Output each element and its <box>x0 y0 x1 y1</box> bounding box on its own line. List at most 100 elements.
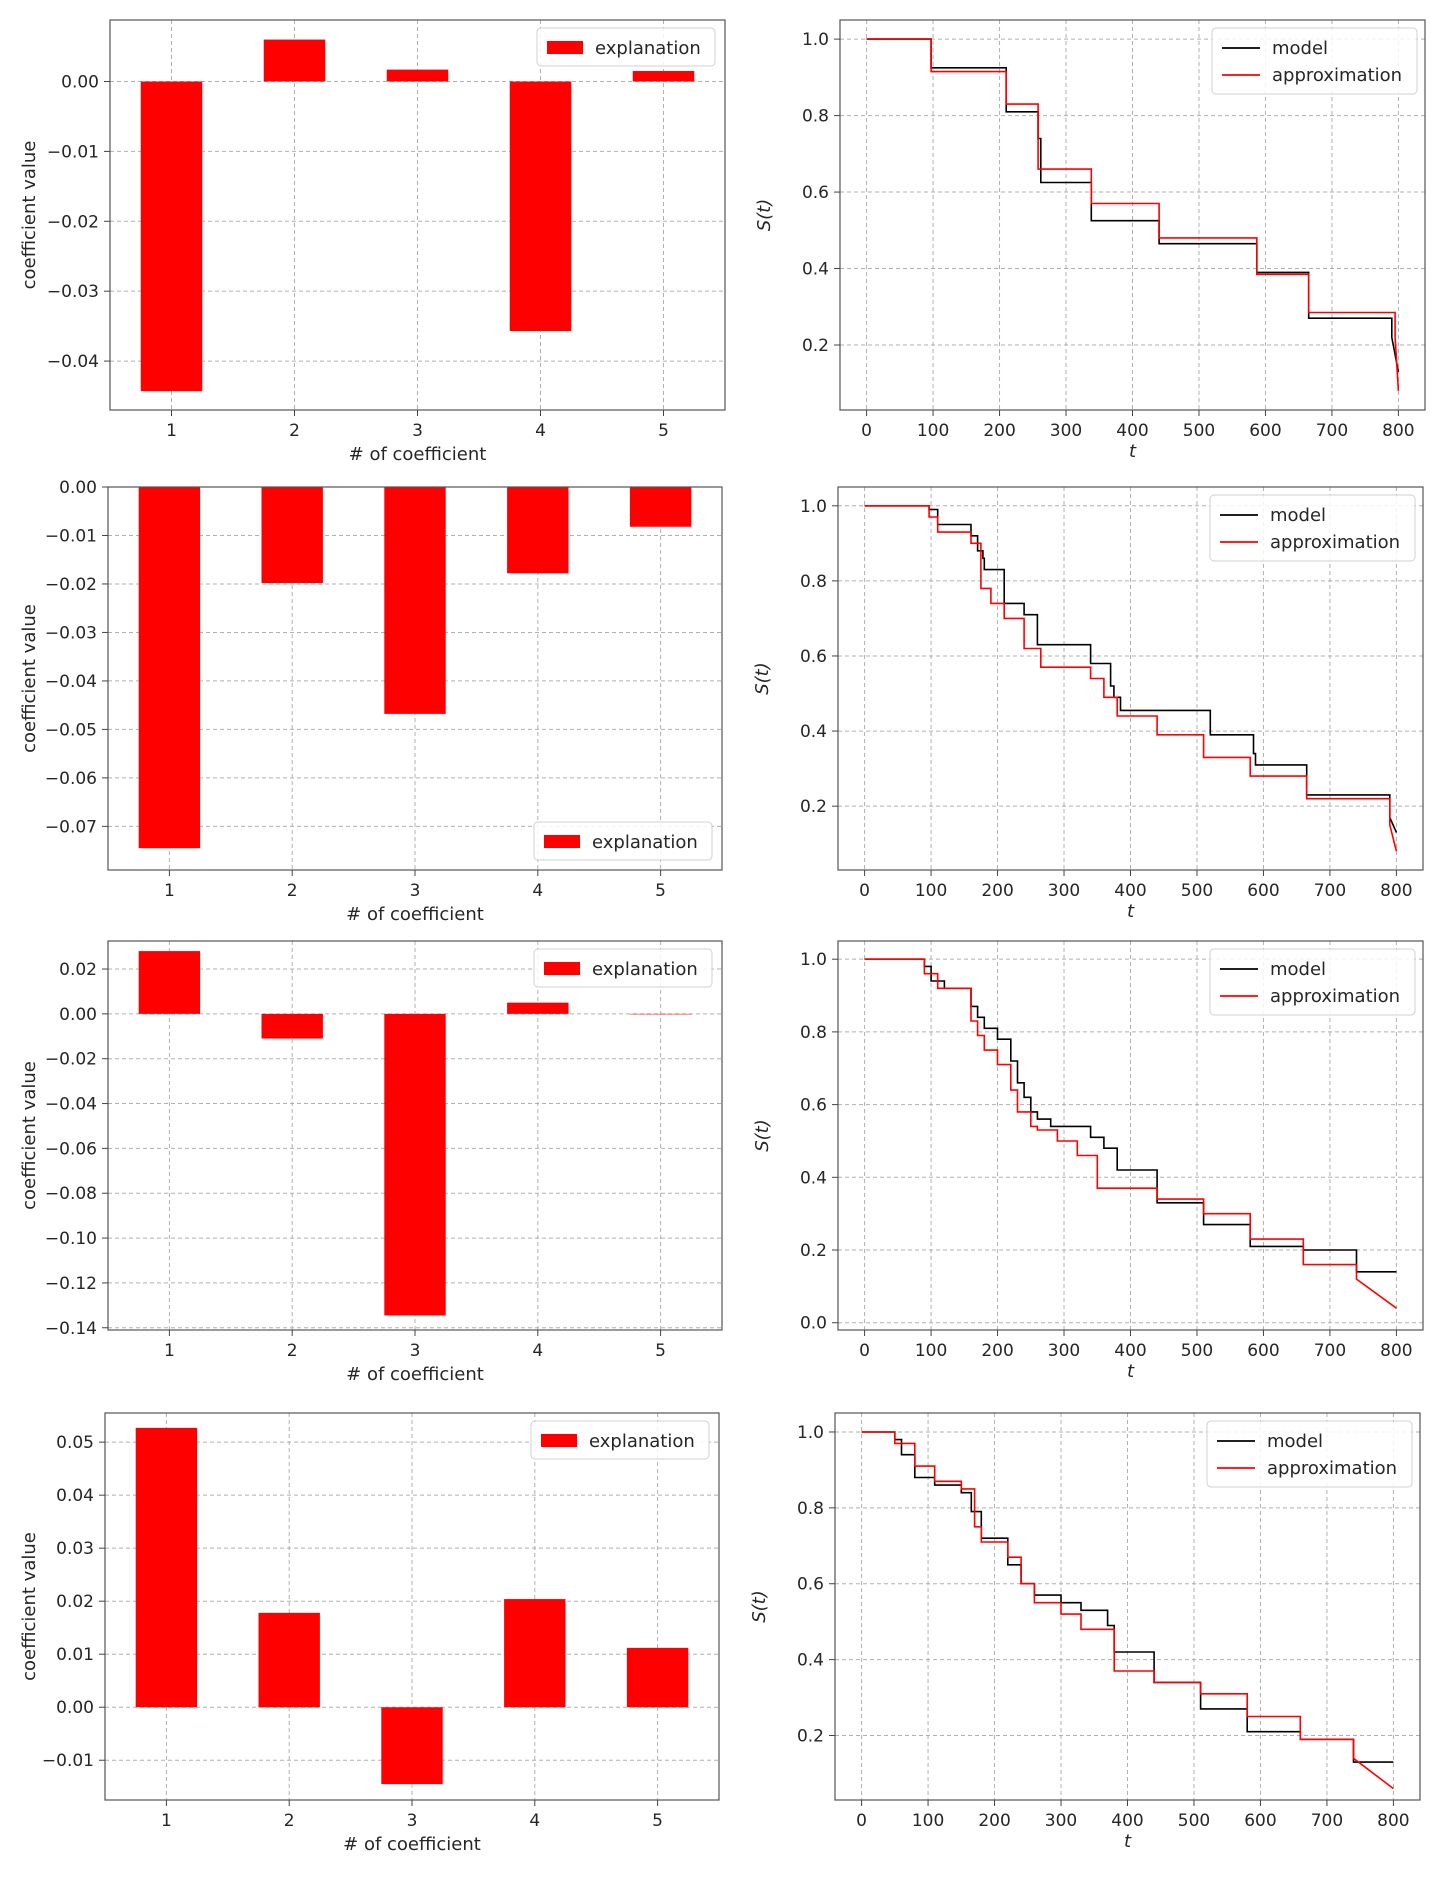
legend: model approximation <box>1211 27 1418 95</box>
bar-1 <box>135 1427 198 1708</box>
x-tick-label: 800 <box>1382 421 1414 441</box>
x-tick-label: 200 <box>978 1811 1010 1831</box>
x-tick-label: 300 <box>1045 1811 1077 1831</box>
y-tick-label: 0.0 <box>800 1314 827 1334</box>
survival-chart-6: 0 100 200 300 400 500 600 700 800 0.0 0.2 0.4 0.6 0.8… <box>752 940 1424 1382</box>
series-line-approximation <box>864 958 1397 1309</box>
legend-swatch <box>544 962 580 975</box>
survival-chart-4: 0 100 200 300 400 500 600 700 800 0.2 0.4 0.6 0.8 1.0… <box>752 486 1424 922</box>
series-line-model <box>864 504 1398 833</box>
y-tick-label: −0.07 <box>45 817 97 837</box>
y-tick-label: 0.4 <box>800 1168 827 1188</box>
y-tick-label: −0.04 <box>47 352 99 372</box>
y-tick-label: 0.6 <box>802 183 829 203</box>
x-tick-label: 700 <box>1311 1811 1343 1831</box>
y-tick-label: 0.6 <box>797 1575 824 1595</box>
y-tick-label: −0.06 <box>45 1139 97 1159</box>
legend-swatch <box>547 41 583 54</box>
y-tick-label: 1.0 <box>797 1423 824 1443</box>
y-tick-label: 0.00 <box>59 478 97 498</box>
y-tick-label: 1.0 <box>800 497 827 517</box>
y-tick-label: 0.04 <box>56 1486 94 1506</box>
x-tick-label: 700 <box>1314 1341 1346 1361</box>
bar-1 <box>138 487 201 849</box>
y-tick-label: 0.8 <box>797 1499 824 1519</box>
legend-label: explanation <box>589 1431 695 1452</box>
legend: model approximation <box>1206 1420 1413 1488</box>
x-axis-label: # of coefficient <box>343 1834 481 1855</box>
y-tick-label: −0.02 <box>45 575 97 595</box>
x-tick-label: 0 <box>859 881 870 901</box>
x-tick-label: 500 <box>1178 1811 1210 1831</box>
x-tick-label: 600 <box>1247 1341 1279 1361</box>
legend-label-model: model <box>1267 1431 1323 1452</box>
x-tick-label: 200 <box>983 421 1015 441</box>
bar-4 <box>504 1599 566 1708</box>
legend-label: explanation <box>592 832 698 853</box>
legend-box <box>1209 948 1416 1016</box>
y-tick-label: −0.02 <box>45 1050 97 1070</box>
series-line-approximation <box>861 1431 1394 1790</box>
y-axis-label: coefficient value <box>19 1061 40 1210</box>
legend: explanation <box>536 27 716 67</box>
x-tick-label: 400 <box>1111 1811 1143 1831</box>
bar-2 <box>263 39 326 82</box>
series-line-approximation <box>866 38 1400 391</box>
bar-3 <box>386 69 449 82</box>
bar-2 <box>261 1013 323 1039</box>
legend: model approximation <box>1209 948 1416 1016</box>
x-tick-label: 4 <box>532 881 543 901</box>
x-tick-label: 4 <box>532 1341 543 1361</box>
y-tick-label: −0.01 <box>42 1751 94 1771</box>
x-tick-label: 0 <box>856 1811 867 1831</box>
survival-chart-8: 0 100 200 300 400 500 600 700 800 0.2 0.4 0.6 0.8 1.0… <box>749 1412 1421 1852</box>
legend-label-approximation: approximation <box>1270 532 1400 553</box>
y-axis-label: S(t) <box>752 662 773 695</box>
x-axis-label: # of coefficient <box>346 1364 484 1385</box>
bar-2 <box>258 1612 320 1708</box>
x-tick-label: 700 <box>1314 881 1346 901</box>
bar-chart-7: 1 2 3 4 5 0.05 0.04 0.03 0.02 0.01 0.00 −0.01 # of c… <box>19 1412 720 1855</box>
bar-5 <box>629 487 692 527</box>
x-tick-label: 800 <box>1377 1811 1409 1831</box>
x-tick-label: 500 <box>1183 421 1215 441</box>
x-axis-label: t <box>1127 901 1135 922</box>
y-tick-label: 0.8 <box>802 107 829 127</box>
x-tick-label: 600 <box>1247 881 1279 901</box>
y-axis-label: coefficient value <box>19 1532 40 1681</box>
x-tick-label: 2 <box>287 881 298 901</box>
y-tick-label: 0.2 <box>800 797 827 817</box>
y-tick-label: 0.05 <box>56 1433 94 1453</box>
x-tick-label: 800 <box>1380 881 1412 901</box>
y-axis-label: coefficient value <box>19 604 40 753</box>
x-tick-label: 400 <box>1114 881 1146 901</box>
x-tick-label: 800 <box>1380 1341 1412 1361</box>
y-axis-label: S(t) <box>752 1119 773 1152</box>
x-axis-label: # of coefficient <box>346 904 484 925</box>
x-tick-label: 1 <box>164 1341 175 1361</box>
y-tick-label: 0.4 <box>802 260 829 280</box>
x-tick-label: 2 <box>287 1341 298 1361</box>
legend-box <box>530 1420 710 1460</box>
y-tick-label: 0.4 <box>800 722 827 742</box>
x-tick-label: 600 <box>1244 1811 1276 1831</box>
bar-chart-1: 1 2 3 4 5 0.00 −0.01 −0.02 −0.03 −0.04 # of coeffi… <box>19 19 726 465</box>
x-tick-label: 400 <box>1114 1341 1146 1361</box>
y-tick-label: −0.06 <box>45 769 97 789</box>
y-tick-label: −0.01 <box>45 526 97 546</box>
bar-5 <box>626 1647 689 1708</box>
y-tick-label: 0.2 <box>797 1727 824 1747</box>
y-tick-label: 0.01 <box>56 1645 94 1665</box>
bar-4 <box>507 487 569 574</box>
legend: explanation <box>533 821 713 861</box>
legend-swatch <box>544 835 580 848</box>
legend-box <box>1211 27 1418 95</box>
x-tick-label: 1 <box>164 881 175 901</box>
legend-swatch <box>541 1434 577 1447</box>
y-tick-label: 0.00 <box>59 1005 97 1025</box>
y-tick-label: 0.02 <box>56 1592 94 1612</box>
bar-3 <box>384 487 446 714</box>
bar-3 <box>384 1013 446 1316</box>
